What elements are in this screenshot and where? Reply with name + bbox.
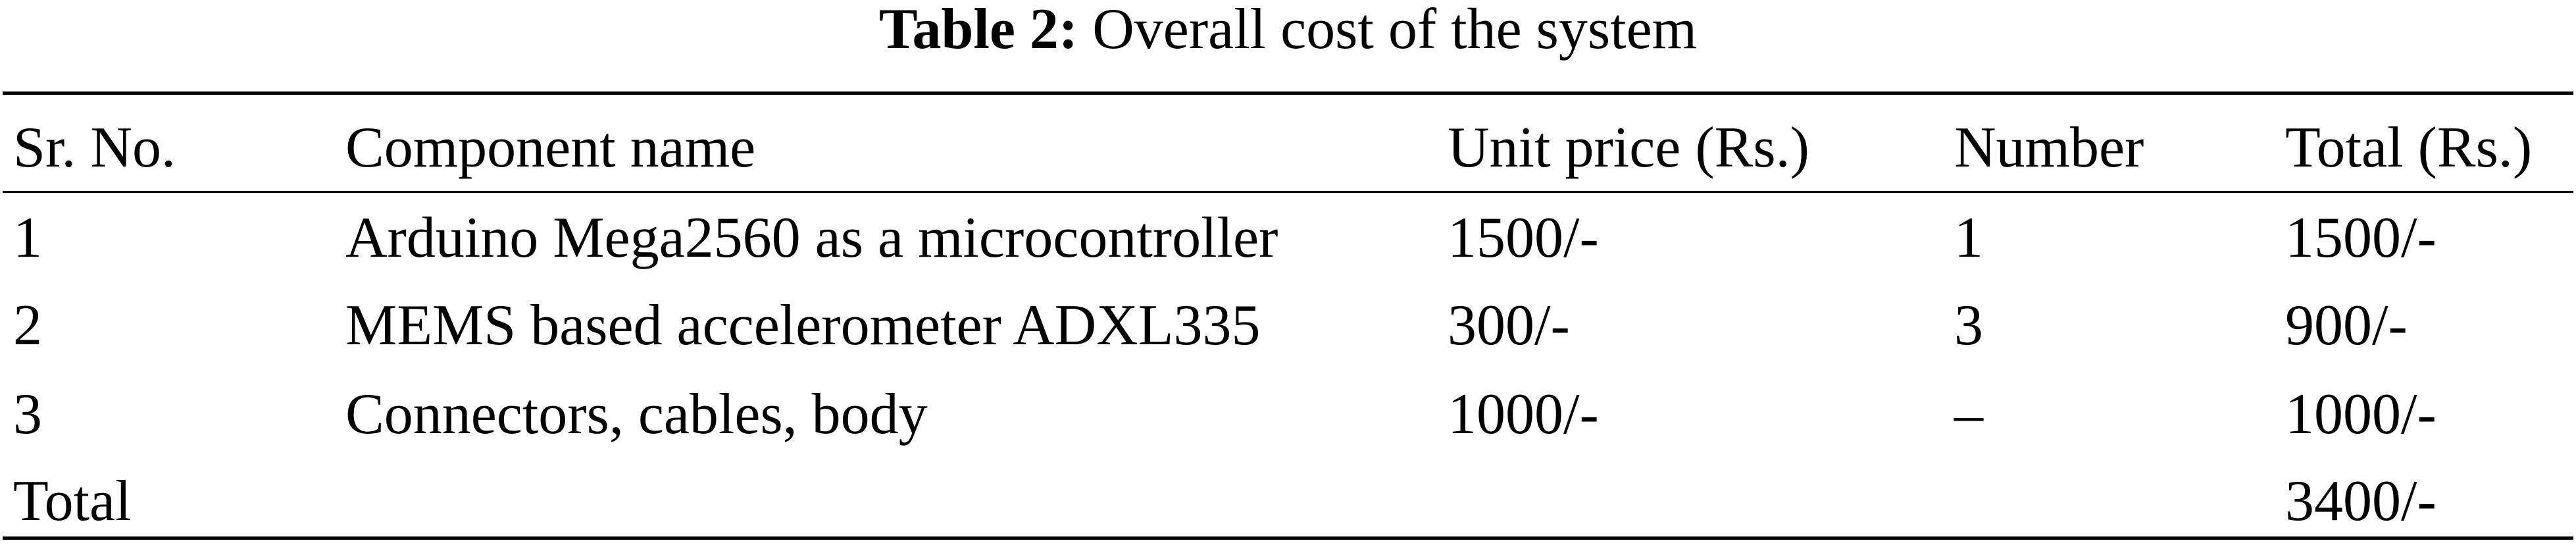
top-rule	[3, 91, 2573, 95]
row-sr-no: 1	[13, 206, 42, 270]
header-unit-price: Unit price (Rs.)	[1448, 116, 1809, 180]
caption-text: Overall cost of the system	[1092, 0, 1698, 61]
row-component-name: Connectors, cables, body	[345, 382, 928, 446]
row-unit-price: 1500/-	[1448, 206, 1599, 270]
bottom-rule	[3, 536, 2573, 540]
header-total: Total (Rs.)	[2285, 116, 2533, 180]
row-number: –	[1954, 382, 1983, 446]
row-total: 1500/-	[2285, 206, 2437, 270]
row-total: 1000/-	[2285, 382, 2437, 446]
row-sr-no: 3	[13, 382, 42, 446]
row-total: 900/-	[2285, 294, 2408, 357]
table-caption: Table 2: Overall cost of the system	[0, 0, 2576, 59]
total-value: 3400/-	[2285, 469, 2437, 533]
row-component-name: MEMS based accelerometer ADXL335	[345, 294, 1261, 357]
total-label: Total	[13, 469, 132, 533]
row-component-name: Arduino Mega2560 as a microcontroller	[345, 206, 1278, 270]
row-sr-no: 2	[13, 294, 42, 357]
header-number: Number	[1954, 116, 2144, 180]
row-unit-price: 300/-	[1448, 294, 1570, 357]
row-unit-price: 1000/-	[1448, 382, 1599, 446]
row-number: 1	[1954, 206, 1983, 270]
header-component-name: Component name	[345, 116, 756, 180]
caption-label: Table 2:	[878, 0, 1078, 61]
header-rule	[3, 191, 2573, 193]
header-sr-no: Sr. No.	[13, 116, 176, 180]
row-number: 3	[1954, 294, 1983, 357]
